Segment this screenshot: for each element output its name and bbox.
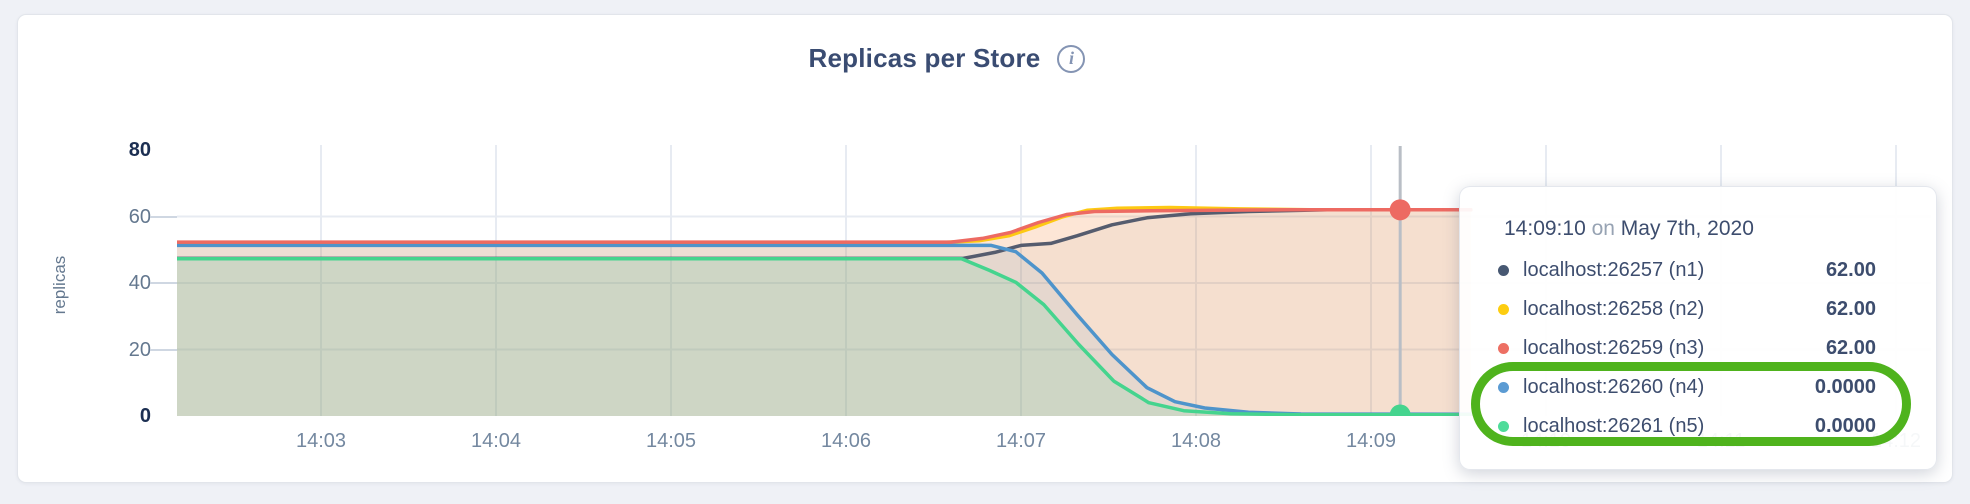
y-axis-tick-label: 20 <box>128 338 151 361</box>
hover-tooltip: 14:09:10 on May 7th, 2020 localhost:2625… <box>1459 186 1937 470</box>
series-value: 0.0000 <box>1814 415 1876 437</box>
tooltip-series-list: localhost:26257 (n1) 62.00 localhost:26258… <box>1460 251 1936 446</box>
tooltip-time: 14:09:10 <box>1504 217 1586 240</box>
series-color-dot <box>1498 421 1509 432</box>
chart-header: Replicas per Store i <box>0 43 1914 74</box>
series-name: localhost:26259 (n3) <box>1523 337 1705 359</box>
y-axis-tick-label: 60 <box>128 205 151 228</box>
series-color-dot <box>1498 265 1509 276</box>
series-line <box>177 256 1473 416</box>
series-color-dot <box>1498 304 1509 315</box>
series-name: localhost:26258 (n2) <box>1523 298 1705 320</box>
series-value: 0.0000 <box>1814 376 1876 398</box>
tooltip-series-row: localhost:26258 (n2) 62.00 <box>1498 290 1876 329</box>
x-axis-tick-label: 14:04 <box>470 430 522 452</box>
tooltip-series-row: localhost:26257 (n1) 62.00 <box>1498 251 1876 290</box>
x-axis-tick-label: 14:09 <box>1345 430 1397 452</box>
series-area <box>177 245 1471 416</box>
series-value: 62.00 <box>1825 259 1876 281</box>
y-axis-tick-label: 80 <box>128 139 151 161</box>
series-color-dot <box>1498 382 1509 393</box>
series-value: 62.00 <box>1825 337 1876 359</box>
tooltip-series-row: localhost:26260 (n4) 0.0000 <box>1498 368 1876 407</box>
series-name: localhost:26257 (n1) <box>1523 259 1705 281</box>
series-area <box>177 209 1471 416</box>
series-value: 62.00 <box>1825 298 1876 320</box>
x-axis-tick-label: 14:05 <box>645 430 697 452</box>
x-axis-tick-label: 14:07 <box>995 430 1047 452</box>
x-axis-tick-label: 14:03 <box>295 430 347 452</box>
page-title: Replicas per Store <box>808 43 1041 73</box>
x-axis-tick-label: 14:06 <box>820 430 872 452</box>
x-axis-tick-label: 14:08 <box>1170 430 1222 452</box>
y-axis-tick-mark <box>150 282 177 284</box>
tooltip-timestamp: 14:09:10 on May 7th, 2020 <box>1504 217 1754 240</box>
hover-point <box>1389 404 1411 416</box>
y-axis-title: replicas <box>50 255 69 315</box>
y-axis-tick-label: 0 <box>139 405 151 427</box>
series-area <box>177 258 1471 416</box>
info-icon[interactable]: i <box>1057 44 1086 73</box>
chart-panel: Replicas per Store i replicas 80 60 40 20 0 … <box>17 14 1953 483</box>
plot-area[interactable] <box>177 141 1931 416</box>
y-axis-tick-mark <box>150 348 177 351</box>
series-area <box>177 209 1471 416</box>
series-name: localhost:26261 (n5) <box>1523 415 1705 437</box>
y-axis-tick-mark <box>150 215 177 218</box>
tooltip-series-row: localhost:26261 (n5) 0.0000 <box>1498 407 1876 446</box>
tooltip-series-row: localhost:26259 (n3) 62.00 <box>1498 329 1876 368</box>
hover-point <box>1389 199 1411 221</box>
series-color-dot <box>1498 343 1509 354</box>
series-name: localhost:26260 (n4) <box>1523 376 1705 398</box>
series-line <box>177 208 1473 244</box>
y-axis-tick-label: 40 <box>128 272 151 294</box>
